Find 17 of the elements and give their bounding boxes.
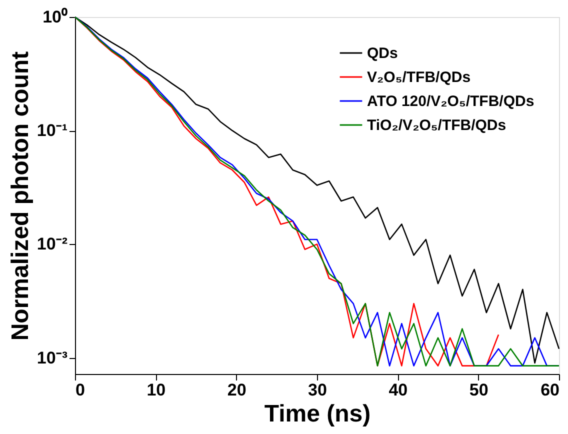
x-axis-title: Time (ns)	[264, 400, 371, 428]
y-tick-label: 10⁻³	[36, 348, 68, 368]
x-tick-label: 10	[146, 380, 166, 400]
legend-label: ATO 120/V₂O₅/TFB/QDs	[367, 93, 534, 110]
legend-label: QDs	[367, 45, 398, 62]
x-tick-label: 50	[469, 380, 488, 400]
y-tick-label: 10⁻¹	[36, 121, 68, 140]
x-tick-label: 20	[227, 380, 246, 400]
x-tick-label: 40	[388, 380, 408, 400]
x-tick-label: 30	[308, 380, 327, 400]
y-tick-label: 10⁰	[42, 8, 68, 26]
x-tick-label: 60	[540, 380, 560, 400]
legend-label: V₂O₅/TFB/QDs	[367, 69, 471, 86]
y-axis-title: Normalized photon count	[6, 51, 34, 341]
legend-label: TiO₂/V₂O₅/TFB/QDs	[367, 117, 506, 134]
y-tick-label: 10⁻²	[36, 234, 68, 254]
x-tick-label: 0	[76, 380, 85, 400]
